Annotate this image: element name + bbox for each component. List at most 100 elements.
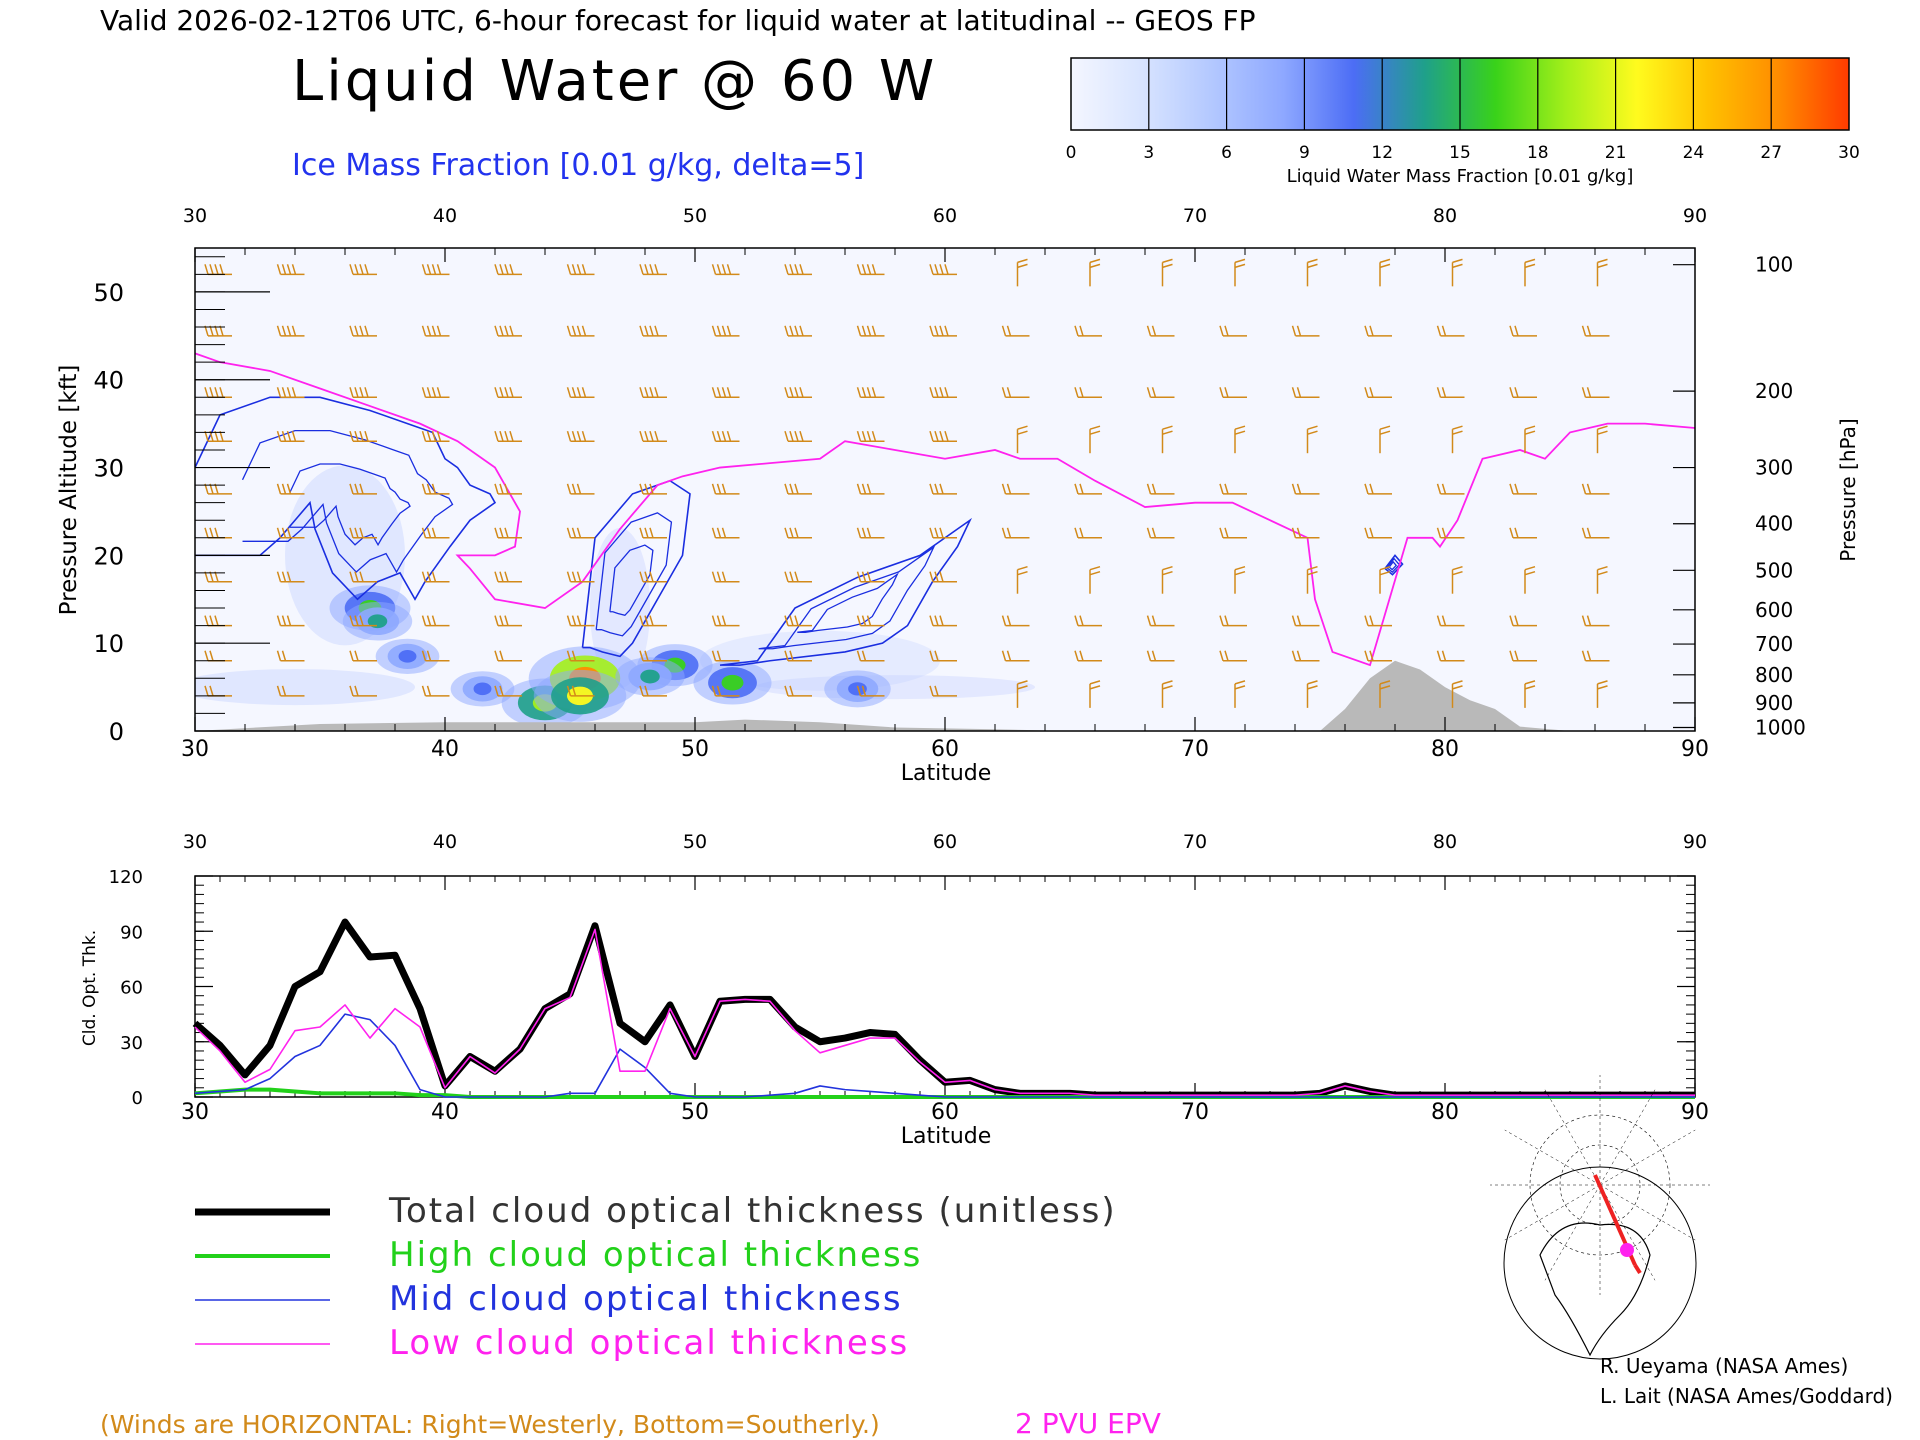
wind-barb	[1291, 650, 1320, 662]
wind-barb-feather	[939, 264, 944, 275]
wind-barb-feather	[494, 615, 499, 626]
wind-barb-feather	[871, 325, 877, 337]
wind-barb-feather	[1074, 527, 1079, 539]
wind-barb-feather	[1006, 483, 1012, 495]
wind-barb-feather	[1509, 483, 1514, 495]
wind-barb	[856, 571, 885, 583]
wind-barb-feather	[571, 264, 577, 275]
wind-barb-feather	[1597, 680, 1608, 685]
locator-map-transect-end	[1633, 1263, 1642, 1275]
wind-barb-feather	[364, 430, 369, 442]
wind-barb-feather	[944, 264, 949, 275]
ice-contour-inner	[609, 544, 654, 617]
wind-barb-feather	[1379, 258, 1391, 264]
credit-line-2: L. Lait (NASA Ames/Goddard)	[1600, 1384, 1893, 1408]
x-tick-label: 70	[1181, 737, 1209, 762]
wind-barb	[856, 615, 885, 627]
wind-barb-feather	[421, 483, 427, 495]
wind-barb-feather	[939, 615, 944, 626]
wind-barb-feather	[1089, 430, 1101, 435]
wind-barb-feather	[209, 615, 214, 626]
wind-barb	[1364, 615, 1392, 627]
wind-barb-feather	[639, 571, 644, 582]
wind-barb-feather	[1369, 325, 1374, 337]
line-y-tick-label: 30	[120, 1033, 143, 1054]
wind-barb-feather	[1224, 615, 1229, 626]
wind-barb	[1074, 615, 1102, 627]
wind-barb-feather	[219, 387, 224, 398]
wind-barb-feather	[286, 527, 292, 539]
wind-barb-feather	[281, 264, 287, 275]
locator-map-meridian	[1544, 1184, 1601, 1281]
wind-barb	[784, 685, 812, 697]
wind-barb-feather	[291, 325, 297, 337]
legend-label-2: Mid cloud optical thickness	[389, 1279, 903, 1319]
wind-barb-feather	[281, 483, 287, 495]
wind-barb-feather	[1017, 263, 1028, 269]
wind-barb	[856, 650, 885, 662]
wind-barb-feather	[576, 527, 582, 539]
wind-barb	[421, 430, 450, 442]
wind-barb	[1219, 650, 1247, 662]
wind-barb	[276, 650, 305, 662]
wind-barb	[1451, 565, 1463, 594]
wind-barb-feather	[866, 527, 872, 539]
locator-map-meridian	[1504, 1184, 1601, 1241]
wind-barb	[1379, 680, 1391, 708]
wind-barb-feather	[866, 483, 872, 495]
wind-barb	[276, 685, 305, 697]
wind-barb	[639, 527, 667, 539]
wind-barb-feather	[711, 430, 717, 442]
wind-barb-feather	[1219, 483, 1224, 495]
wind-barb-feather	[721, 527, 727, 539]
wind-barb-feather	[1089, 263, 1101, 269]
wind-barb	[276, 483, 305, 495]
wind-barb	[1234, 565, 1246, 594]
wind-barb-feather	[711, 571, 717, 582]
wind-barb	[639, 430, 667, 442]
wind-barb-feather	[571, 685, 577, 697]
wind-barb-feather	[1001, 387, 1007, 398]
y2-tick-label: 700	[1755, 632, 1793, 656]
wind-barb-feather	[794, 430, 799, 442]
wind-barb-feather	[421, 615, 427, 626]
wind-barb-feather	[276, 615, 282, 626]
wind-barb-feather	[1017, 680, 1028, 685]
wind-barb	[1509, 483, 1537, 495]
wind-barb-feather	[1146, 527, 1152, 539]
wind-barb-feather	[1514, 615, 1519, 626]
wind-barb-feather	[1452, 680, 1463, 685]
wind-barb	[349, 325, 377, 337]
y-tick-label: 50	[93, 279, 124, 307]
wind-barb	[1089, 425, 1101, 454]
wind-barb-feather	[789, 387, 794, 398]
wind-barb	[494, 483, 522, 495]
wind-barb-feather	[359, 483, 364, 495]
wind-barb-feather	[799, 264, 804, 275]
wind-barb	[1161, 680, 1173, 708]
wind-barb-feather	[349, 483, 354, 495]
wind-barb-feather	[349, 527, 354, 539]
ice-contour-inner	[241, 429, 454, 574]
wind-barb-feather	[1074, 387, 1079, 398]
wind-barb-feather	[276, 685, 282, 697]
wind-barb-feather	[644, 264, 649, 275]
wind-barb-feather	[494, 650, 499, 661]
locator-map-point	[1620, 1243, 1634, 1257]
wind-barb-feather	[421, 650, 427, 661]
series-line-2	[194, 1013, 1695, 1098]
wind-barb-feather	[721, 615, 727, 626]
ice-contour	[581, 479, 691, 658]
wind-barb-feather	[566, 325, 572, 337]
wind-barb-layer	[204, 258, 1610, 708]
wind-barb-feather	[929, 650, 934, 661]
wind-barb-feather	[1364, 325, 1369, 337]
wind-barb	[1161, 565, 1173, 594]
wind-barb-feather	[281, 685, 287, 697]
wind-barb-feather	[1307, 565, 1318, 571]
wind-barb-feather	[1441, 325, 1447, 337]
wind-barb	[856, 325, 885, 337]
wind-barb	[349, 685, 377, 697]
wind-barb-feather	[644, 430, 649, 442]
line-x-tick-label: 50	[681, 1100, 709, 1125]
